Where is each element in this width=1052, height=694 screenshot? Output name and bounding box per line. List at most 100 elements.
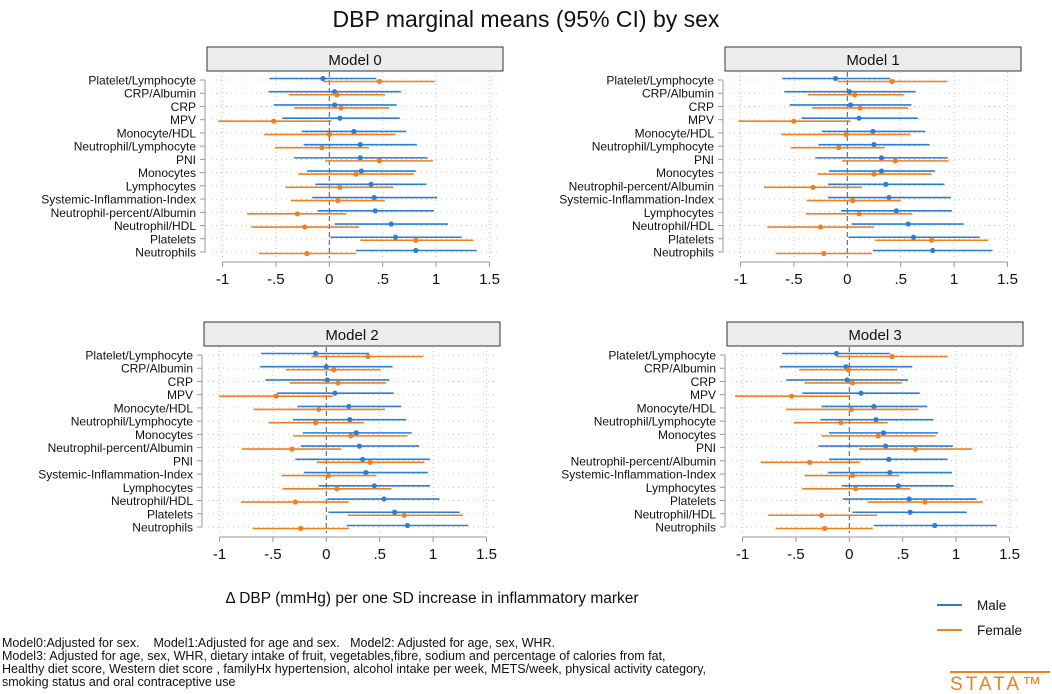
male-estimate-point <box>392 509 398 515</box>
male-estimate-point <box>833 350 840 357</box>
x-tick-label: -.5 <box>264 546 282 563</box>
y-tick-label: PNI <box>173 454 193 468</box>
male-estimate-point <box>371 194 377 201</box>
male-estimate-point <box>324 377 330 383</box>
y-tick-label: Systemic-Inflammation-Index <box>559 193 714 207</box>
female-estimate-point <box>273 393 279 399</box>
legend-female-label: Female <box>977 623 1022 638</box>
male-estimate-point <box>887 469 893 476</box>
y-tick-label: CRP/Albumin <box>121 362 193 376</box>
panel-0: Model 0 Platelet/LymphocyteCRP/AlbuminCRP… <box>41 46 504 288</box>
y-tick-label: Neutrophil/HDL <box>111 494 193 508</box>
y-tick-label: Neutrophils <box>135 245 196 259</box>
female-estimate-point <box>852 92 858 98</box>
y-tick-label: Neutrophil-percent/Albumin <box>48 441 193 455</box>
y-tick-label: Monocyte/HDL <box>635 126 715 140</box>
male-estimate-point <box>320 75 326 82</box>
female-estimate-point <box>325 472 332 479</box>
y-tick-label: CRP/Albumin <box>644 362 716 376</box>
female-estimate-point <box>271 118 277 124</box>
y-tick-label: Neutrophil-percent/Albumin <box>569 179 714 193</box>
footnote-line: Model0:Adjusted for sex. Model1:Adjusted… <box>2 636 555 650</box>
male-estimate-point <box>907 509 913 515</box>
x-tick-label: 0 <box>845 546 853 563</box>
y-tick-label: Monocytes <box>138 166 196 180</box>
panels: Model 0Platelet/LymphocyteCRP/AlbuminCRP… <box>38 46 1024 563</box>
y-tick-label: Lymphocytes <box>646 481 716 495</box>
male-estimate-point <box>870 128 876 135</box>
x-tick-label: .5 <box>894 271 907 288</box>
male-estimate-point <box>871 142 877 148</box>
male-estimate-point <box>347 417 353 423</box>
male-estimate-point <box>358 168 364 174</box>
y-tick-label: Platelet/Lymphocyte <box>606 74 714 88</box>
male-estimate-point <box>883 443 889 449</box>
panel-header <box>726 321 1024 347</box>
y-tick-label: CRP <box>689 100 714 114</box>
x-tick-label: .5 <box>373 546 386 563</box>
y-tick-label: Neutrophil/Lymphocyte <box>74 140 197 154</box>
panel-title: Model 3 <box>848 327 901 344</box>
female-estimate-point <box>856 211 862 217</box>
y-tick-label: Platelets <box>147 507 193 521</box>
female-estimate-point <box>337 184 343 190</box>
footnote-line: smoking status and oral contraceptive us… <box>2 675 236 689</box>
female-estimate-point <box>821 250 827 257</box>
x-tick-label: .5 <box>896 546 909 563</box>
y-tick-label: Platelets <box>668 232 714 246</box>
female-estimate-point <box>326 131 332 138</box>
female-estimate-point <box>871 171 877 177</box>
x-tick-label: 1 <box>432 271 440 288</box>
male-estimate-point <box>337 115 343 121</box>
female-estimate-point <box>348 433 354 439</box>
male-estimate-point <box>932 522 938 529</box>
y-tick-label: Platelet/Lymphocyte <box>88 74 196 88</box>
female-estimate-point <box>892 158 898 164</box>
y-tick-label: Neutrophils <box>653 245 714 259</box>
y-tick-label: MPV <box>167 388 193 402</box>
female-estimate-point <box>845 367 851 373</box>
female-estimate-point <box>313 420 319 426</box>
male-estimate-point <box>878 168 885 174</box>
y-tick-label: Monocyte/HDL <box>637 401 717 415</box>
footnote-line: Healthy diet score, Western diet score ,… <box>2 662 706 676</box>
female-estimate-point <box>294 211 300 217</box>
male-estimate-point <box>313 350 319 357</box>
female-estimate-point <box>304 250 310 257</box>
y-tick-label: Monocyte/HDL <box>114 401 194 415</box>
female-estimate-point <box>889 78 895 85</box>
x-tick-label: 1 <box>429 546 437 563</box>
panel-header <box>206 46 504 72</box>
male-estimate-point <box>388 221 394 227</box>
y-tick-label: CRP/Albumin <box>124 87 196 101</box>
male-estimate-point <box>844 377 850 383</box>
female-estimate-point <box>319 145 325 151</box>
x-tick-label: .5 <box>376 271 389 288</box>
x-tick-label: 0 <box>843 271 851 288</box>
male-estimate-point <box>858 390 864 396</box>
x-tick-label: 1.5 <box>997 271 1018 288</box>
male-estimate-point <box>886 456 892 462</box>
female-estimate-point <box>818 224 824 230</box>
y-tick-label: Platelets <box>670 494 716 508</box>
female-estimate-point <box>376 78 383 85</box>
x-axis-title: Δ DBP (mmHg) per one SD increase in infl… <box>225 590 638 607</box>
panel-3: Model 3 Platelet/LymphocyteCRP/AlbuminCRP… <box>561 321 1024 563</box>
y-tick-label: Neutrophil/Lymphocyte <box>594 415 717 429</box>
female-estimate-point <box>838 420 844 426</box>
female-estimate-point <box>298 525 304 532</box>
panel-title: Model 2 <box>325 327 378 344</box>
male-estimate-point <box>363 469 369 476</box>
male-estimate-point <box>893 208 900 214</box>
male-estimate-point <box>905 221 911 227</box>
panel-header <box>203 321 501 347</box>
svg-text:STATA™: STATA™ <box>950 674 1044 694</box>
male-estimate-point <box>351 128 357 135</box>
female-estimate-point <box>335 197 341 204</box>
female-estimate-point <box>338 105 344 111</box>
x-tick-label: 1.5 <box>479 271 500 288</box>
y-tick-label: Monocyte/HDL <box>117 126 197 140</box>
y-tick-label: Neutrophil/Lymphocyte <box>592 140 715 154</box>
male-estimate-point <box>371 483 377 489</box>
x-tick-label: 1.5 <box>476 546 497 563</box>
